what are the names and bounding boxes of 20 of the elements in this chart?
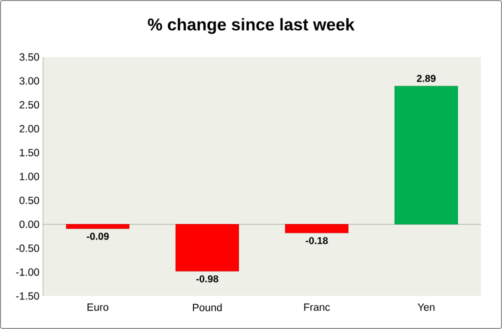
y-tick-label: 2.00 [20,125,40,132]
y-tick-label: 1.00 [20,172,40,180]
x-tick-label: Yen [418,304,434,311]
data-label: -0.09 [86,232,109,240]
y-tick-label: 3.50 [20,53,40,61]
y-tick-label: -1.50 [16,292,40,300]
y-tick-label: -0.50 [16,244,40,252]
y-tick-label: 1.50 [20,148,40,156]
data-label: -0.18 [306,237,328,244]
chart-title: % change since last week [148,18,355,34]
y-tick-label: 3.00 [20,77,40,85]
y-tick-label: 2.50 [20,101,40,109]
x-tick-label: Pound [192,304,222,312]
y-tick-label: 0.50 [20,196,40,204]
data-label: -0.98 [196,275,218,282]
y-tick-label: 0.00 [20,220,40,228]
data-label: 2.89 [416,74,436,82]
x-tick-label: Euro [88,304,108,311]
x-tick-label: Franc [304,304,330,311]
y-tick-label: -1.00 [16,268,40,276]
